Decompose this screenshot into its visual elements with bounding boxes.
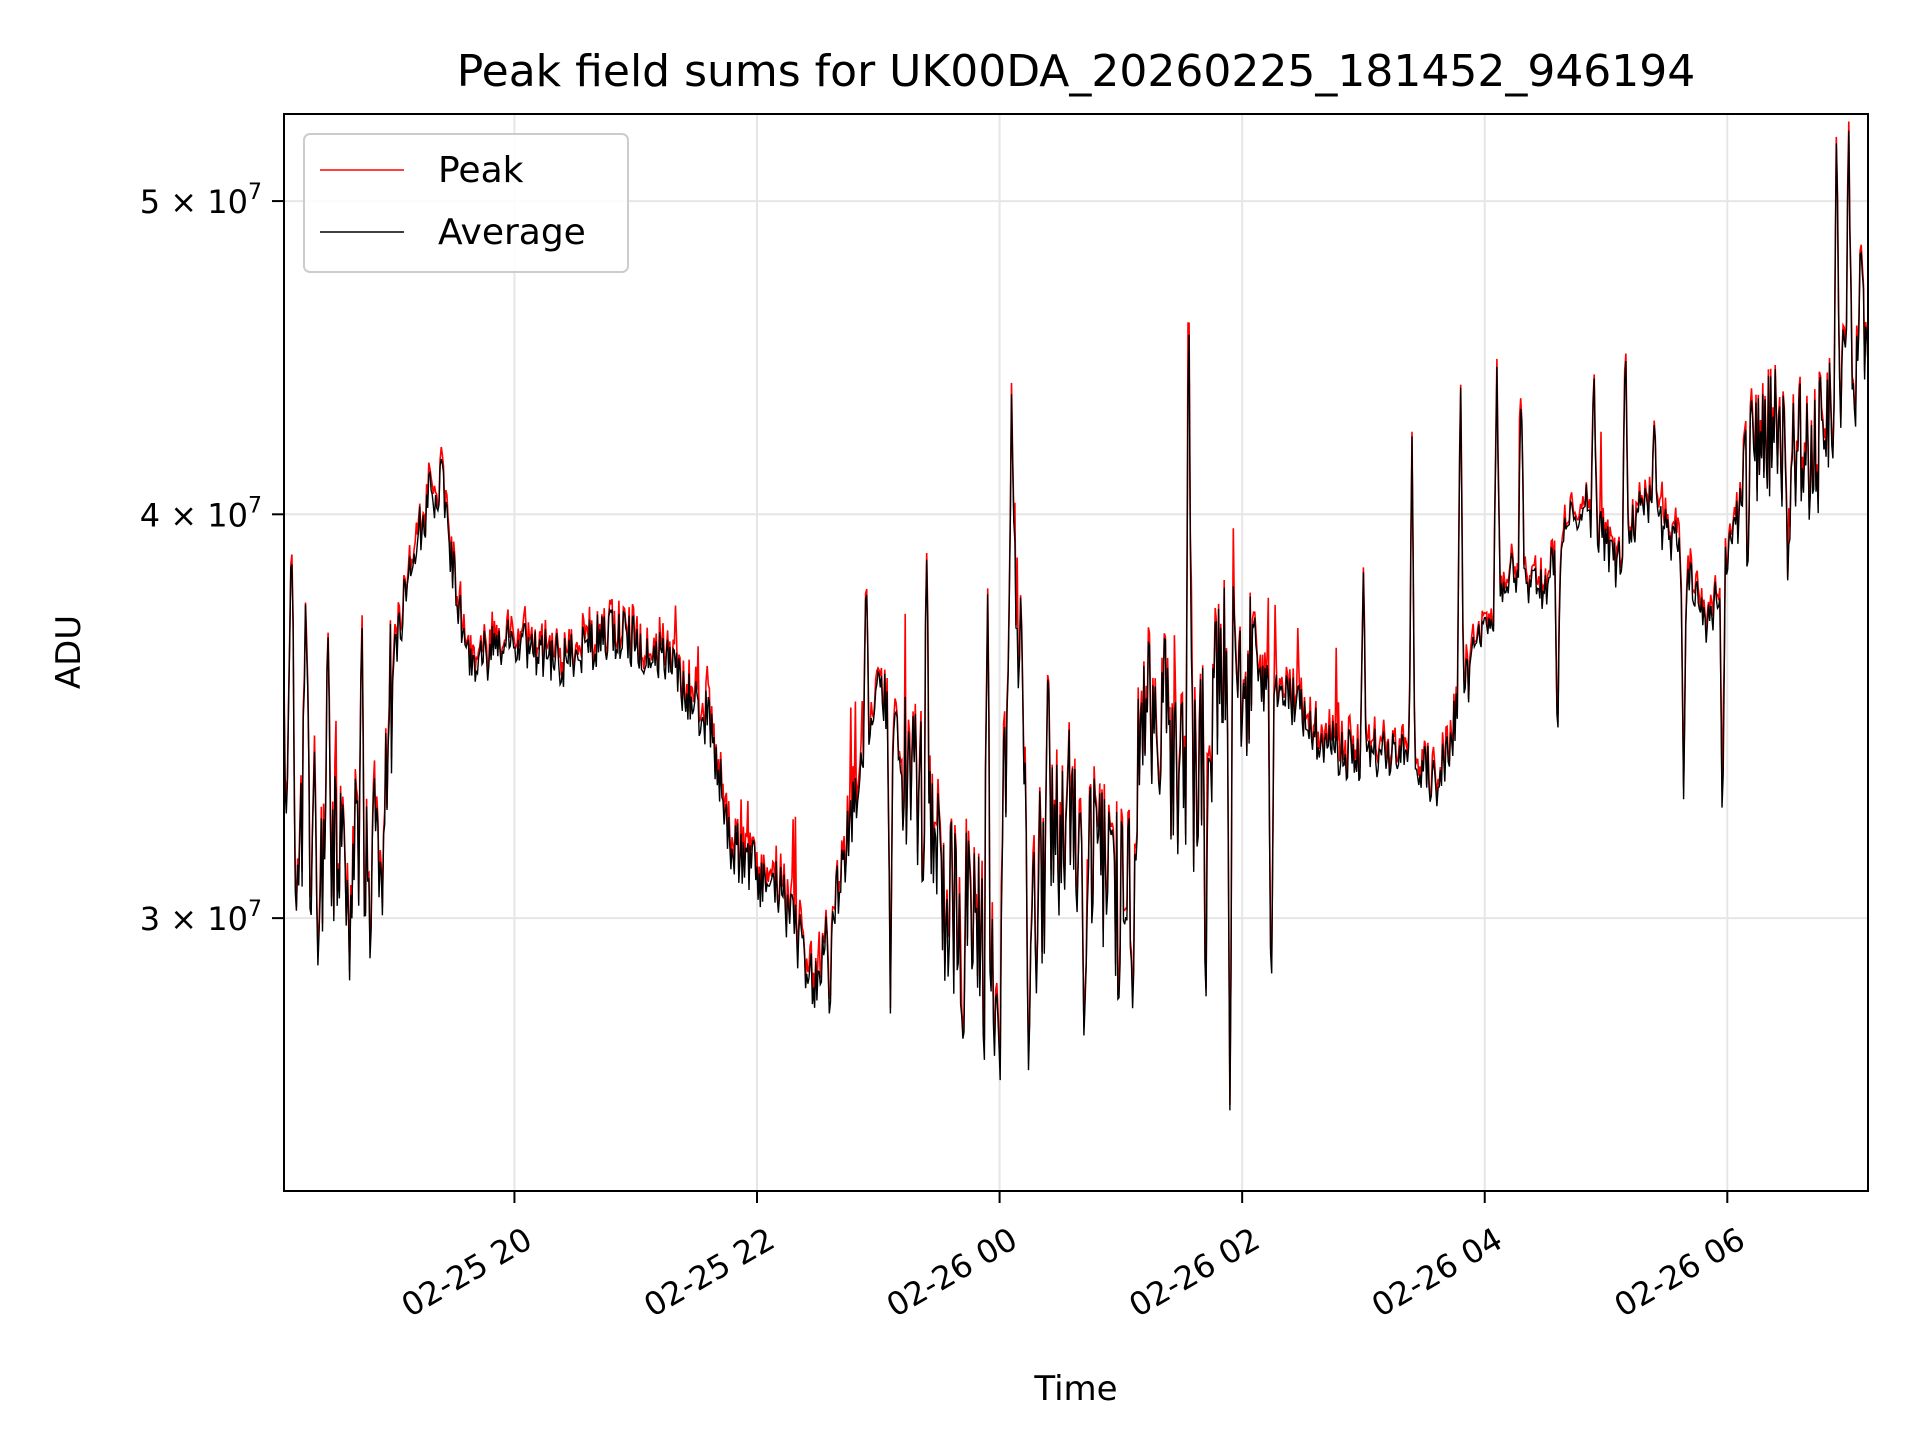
- y-tick-label: 5 × 107: [140, 180, 262, 221]
- legend-average-label: Average: [438, 212, 586, 253]
- y-axis-ticks: 3 × 107 4 × 107 5 × 107: [140, 180, 284, 938]
- average-series-line: [284, 130, 1868, 1111]
- x-axis-title: Time: [1033, 1369, 1117, 1409]
- legend-peak-label: Peak: [438, 150, 524, 191]
- y-tick-label: 4 × 107: [140, 493, 262, 534]
- y-tick-label: 3 × 107: [140, 897, 262, 938]
- plot-series: [284, 121, 1868, 1111]
- plot-frame: [283, 113, 1869, 1192]
- legend-box: [303, 133, 629, 273]
- legend: Peak Average: [303, 133, 629, 273]
- chart-title: Peak field sums for UK00DA_20260225_1814…: [457, 46, 1696, 97]
- y-axis-title: ADU: [49, 615, 89, 689]
